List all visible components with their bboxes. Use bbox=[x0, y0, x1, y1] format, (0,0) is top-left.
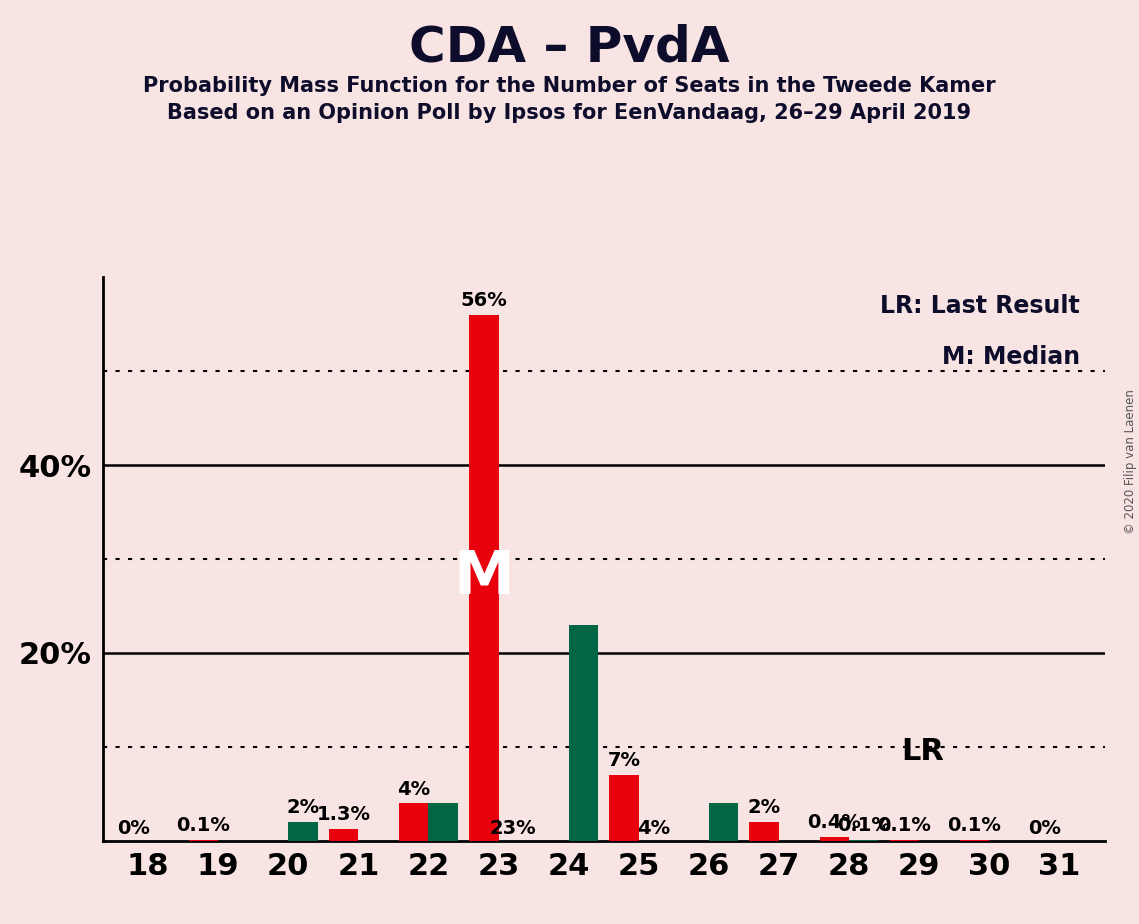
Text: 0.1%: 0.1% bbox=[877, 816, 932, 835]
Text: © 2020 Filip van Laenen: © 2020 Filip van Laenen bbox=[1124, 390, 1137, 534]
Bar bbox=[189, 840, 219, 841]
Bar bbox=[820, 837, 849, 841]
Bar bbox=[469, 315, 499, 841]
Text: 2%: 2% bbox=[286, 798, 320, 818]
Text: 1.3%: 1.3% bbox=[317, 805, 370, 824]
Bar bbox=[749, 822, 779, 841]
Text: 23%: 23% bbox=[490, 819, 536, 837]
Bar bbox=[399, 803, 428, 841]
Text: 0.4%: 0.4% bbox=[808, 813, 861, 833]
Text: 0.1%: 0.1% bbox=[948, 816, 1001, 835]
Bar bbox=[609, 775, 639, 841]
Text: 0%: 0% bbox=[1029, 819, 1062, 837]
Text: CDA – PvdA: CDA – PvdA bbox=[409, 23, 730, 71]
Bar bbox=[849, 840, 878, 841]
Text: 4%: 4% bbox=[637, 819, 670, 837]
Bar bbox=[708, 803, 738, 841]
Text: 2%: 2% bbox=[747, 798, 780, 818]
Bar bbox=[568, 625, 598, 841]
Bar bbox=[288, 822, 318, 841]
Bar bbox=[890, 840, 919, 841]
Text: 4%: 4% bbox=[398, 780, 431, 798]
Bar bbox=[428, 803, 458, 841]
Text: 56%: 56% bbox=[460, 291, 507, 310]
Text: LR: Last Result: LR: Last Result bbox=[880, 294, 1080, 318]
Text: LR: LR bbox=[901, 736, 944, 766]
Bar bbox=[329, 829, 359, 841]
Bar bbox=[960, 840, 989, 841]
Text: 0.1%: 0.1% bbox=[177, 816, 230, 835]
Text: M: M bbox=[453, 548, 514, 607]
Text: Based on an Opinion Poll by Ipsos for EenVandaag, 26–29 April 2019: Based on an Opinion Poll by Ipsos for Ee… bbox=[167, 103, 972, 124]
Text: M: Median: M: Median bbox=[942, 345, 1080, 369]
Text: 0.1%: 0.1% bbox=[837, 816, 891, 835]
Text: 0%: 0% bbox=[117, 819, 150, 837]
Text: 7%: 7% bbox=[607, 751, 640, 771]
Text: Probability Mass Function for the Number of Seats in the Tweede Kamer: Probability Mass Function for the Number… bbox=[144, 76, 995, 96]
